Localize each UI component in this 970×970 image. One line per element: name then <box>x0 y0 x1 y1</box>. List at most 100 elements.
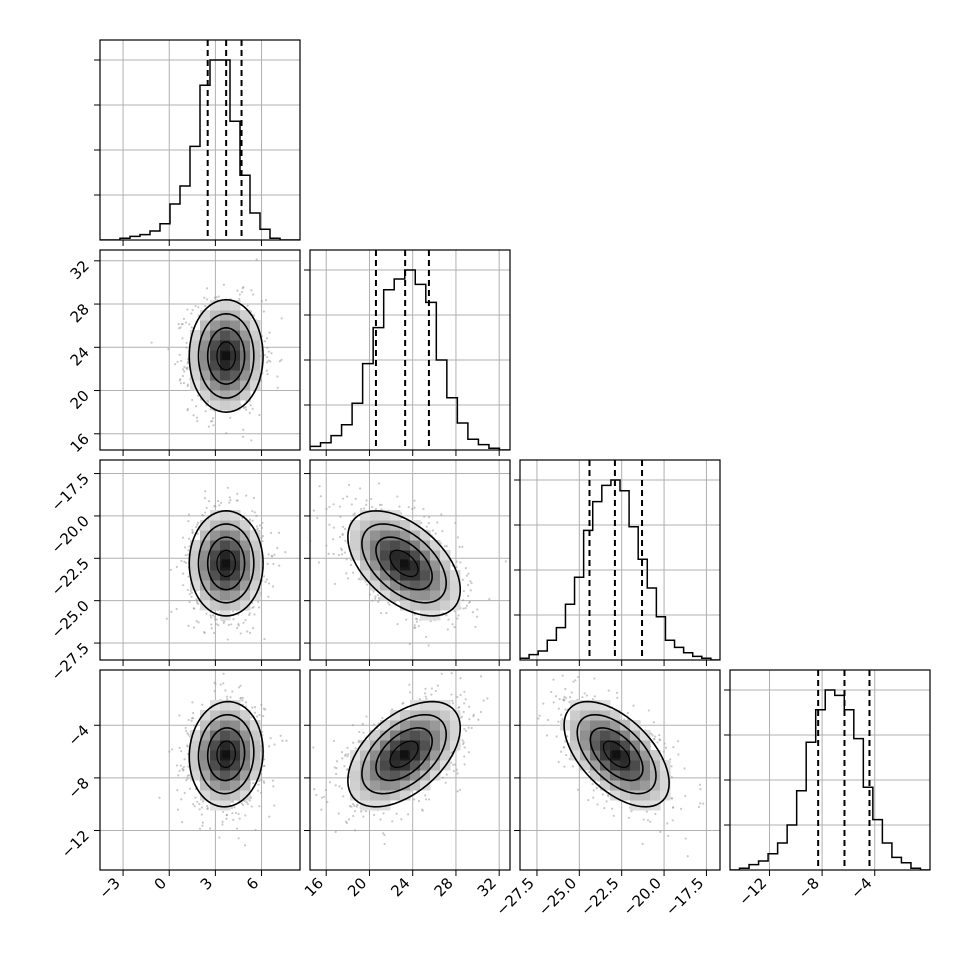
scatter-point <box>427 644 430 647</box>
scatter-point <box>250 289 253 292</box>
x-tick-label: −3 <box>96 874 124 902</box>
scatter-point <box>454 521 457 525</box>
density-cell <box>250 550 261 561</box>
scatter-point <box>229 416 232 419</box>
density-cell <box>390 510 401 521</box>
scatter-point <box>349 563 353 567</box>
density-cell <box>220 770 231 781</box>
scatter-point <box>196 532 199 535</box>
scatter-point <box>320 808 323 811</box>
density-cell <box>380 570 391 581</box>
scatter-point <box>225 817 228 820</box>
density-cell <box>190 360 201 371</box>
scatter-point <box>232 618 235 621</box>
scatter-point <box>233 806 236 809</box>
contour-line <box>361 523 447 604</box>
scatter-point <box>285 739 288 742</box>
histogram-line <box>100 59 300 240</box>
scatter-point <box>234 811 238 815</box>
density-cell <box>250 360 261 371</box>
density-cell <box>200 780 211 791</box>
y-tick-label: −22.5 <box>48 554 93 599</box>
scatter-point <box>420 521 423 524</box>
density-cell <box>210 330 221 341</box>
density-cell <box>230 370 241 381</box>
scatter-point <box>325 507 328 511</box>
scatter-point <box>338 535 342 539</box>
density-peak <box>222 351 231 360</box>
scatter-point <box>264 580 267 583</box>
density-cell <box>440 580 451 591</box>
scatter-point <box>262 780 265 783</box>
scatter-point <box>183 791 186 795</box>
scatter-point <box>221 823 224 826</box>
scatter-point <box>475 615 479 618</box>
scatter-point <box>249 631 252 634</box>
scatter-point <box>342 525 345 528</box>
scatter-point <box>422 507 425 511</box>
density-cell <box>210 310 221 321</box>
scatter-point <box>265 369 268 372</box>
density-cell <box>360 560 371 571</box>
scatter-point <box>206 804 209 808</box>
density-cell <box>240 580 251 591</box>
density-cell <box>220 720 231 731</box>
scatter-point <box>179 382 182 385</box>
scatter-point <box>327 552 330 556</box>
scatter-point <box>244 406 247 409</box>
scatter-point <box>446 628 449 631</box>
scatter-point <box>200 806 204 809</box>
density-cell <box>230 600 241 611</box>
scatter-point <box>253 705 257 709</box>
scatter-point <box>344 539 347 542</box>
scatter-point <box>273 743 276 746</box>
scatter-point <box>248 612 251 615</box>
scatter-point <box>374 597 377 600</box>
density-cell <box>200 560 211 571</box>
density-cell <box>380 540 391 551</box>
density-cell <box>410 590 421 601</box>
scatter-point <box>264 299 268 302</box>
scatter-point <box>260 703 263 707</box>
scatter-point <box>263 764 266 767</box>
density-cell <box>200 790 211 801</box>
scatter-point <box>263 637 266 641</box>
scatter-panel <box>310 460 510 660</box>
scatter-point <box>372 590 375 593</box>
scatter-point <box>215 618 218 621</box>
scatter-point <box>337 553 340 557</box>
density-cell <box>240 740 251 751</box>
density-cell <box>250 540 261 551</box>
scatter-point <box>201 703 204 706</box>
density-cell <box>210 780 221 791</box>
density-cell <box>190 770 201 781</box>
scatter-point <box>168 750 171 753</box>
scatter-point <box>414 617 418 620</box>
density-cell <box>230 710 241 721</box>
density-cell <box>410 580 421 591</box>
density-cell <box>240 550 251 561</box>
density-cell <box>200 730 211 741</box>
scatter-point <box>471 610 475 614</box>
scatter-point <box>332 538 335 541</box>
density-cell <box>250 330 261 341</box>
scatter-point <box>211 614 215 617</box>
density-cell <box>360 510 371 521</box>
density-cell <box>230 340 241 351</box>
scatter-point <box>456 536 460 539</box>
panel-frame <box>99 249 301 451</box>
scatter-point <box>196 599 199 603</box>
density-cell <box>230 310 241 321</box>
density-cell <box>230 520 241 531</box>
scatter-point <box>192 414 195 417</box>
density-cell <box>210 370 221 381</box>
density-cell <box>400 580 411 591</box>
density-cell <box>190 750 201 761</box>
scatter-point <box>178 327 181 330</box>
scatter-panel <box>100 250 300 450</box>
scatter-point <box>186 384 189 388</box>
scatter-point <box>193 805 196 808</box>
scatter-point <box>185 341 188 345</box>
scatter-point <box>266 562 269 565</box>
density-cell <box>400 550 411 561</box>
